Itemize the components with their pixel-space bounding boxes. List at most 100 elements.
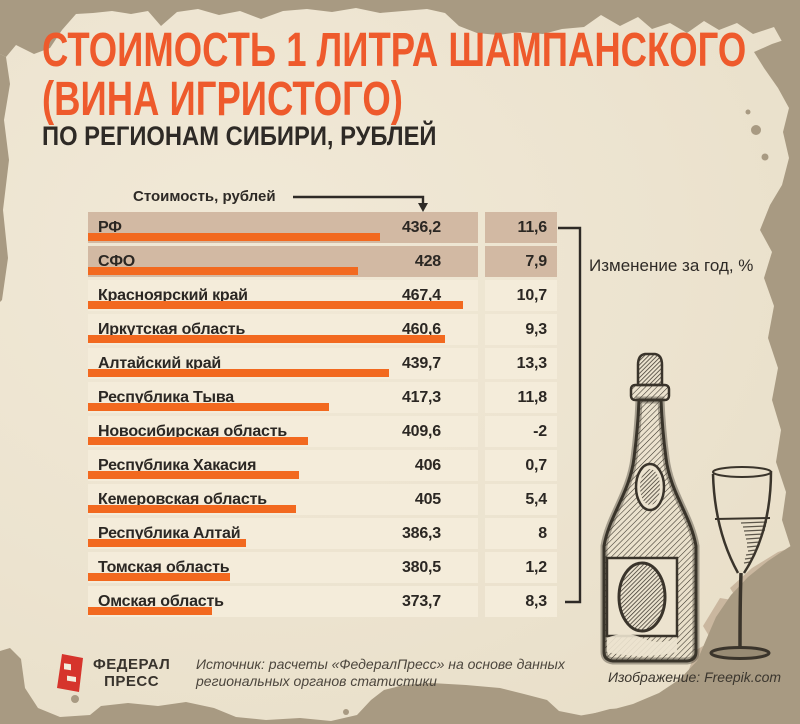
price-bar <box>88 369 389 377</box>
price-value: 436,2 <box>401 218 441 236</box>
price-bar <box>88 267 358 275</box>
table-row: СФО 428 7,9 <box>88 246 557 277</box>
price-cell: Иркутская область 460,6 <box>88 314 478 345</box>
price-cell: РФ 436,2 <box>88 212 478 243</box>
change-value: 1,2 <box>525 558 547 576</box>
price-bar <box>88 573 230 581</box>
region-label: Республика Тыва <box>98 388 235 406</box>
price-value: 428 <box>414 252 441 270</box>
table-row: Новосибирская область 409,6 -2 <box>88 416 557 447</box>
region-label: РФ <box>98 218 122 236</box>
price-value: 380,5 <box>401 558 441 576</box>
price-bar <box>88 301 463 309</box>
price-bar <box>88 437 308 445</box>
region-label: Кемеровская область <box>98 490 267 508</box>
price-cell: Республика Тыва 417,3 <box>88 382 478 413</box>
price-cell: Республика Хакасия 406 <box>88 450 478 481</box>
table-row: Иркутская область 460,6 9,3 <box>88 314 557 345</box>
change-cell: 7,9 <box>485 246 557 277</box>
price-cell: СФО 428 <box>88 246 478 277</box>
champagne-bottle-icon <box>600 352 700 665</box>
change-cell: -2 <box>485 416 557 447</box>
table-row: Омская область 373,7 8,3 <box>88 586 557 617</box>
price-axis-label: Стоимость, рублей <box>133 188 276 205</box>
region-label: СФО <box>98 252 136 270</box>
price-bar <box>88 403 329 411</box>
price-cell: Новосибирская область 409,6 <box>88 416 478 447</box>
region-label: Томская область <box>98 558 230 576</box>
price-bar <box>88 607 212 615</box>
change-value: 7,9 <box>525 252 547 270</box>
price-value: 405 <box>414 490 441 508</box>
change-value: 13,3 <box>516 354 548 372</box>
federalpress-logo: ФЕДЕРАЛ ПРЕСС <box>55 652 170 694</box>
logo-line2: ПРЕСС <box>104 673 160 690</box>
price-cell: Красноярский край 467,4 <box>88 280 478 311</box>
price-cell: Кемеровская область 405 <box>88 484 478 515</box>
source-line1: Источник: расчеты «ФедералПресс» на осно… <box>196 656 565 672</box>
page-title: СТОИМОСТЬ 1 ЛИТРА ШАМПАНСКОГО (ВИНА ИГРИ… <box>42 26 800 124</box>
region-label: Иркутская область <box>98 320 246 338</box>
price-value: 467,4 <box>401 286 441 304</box>
region-label: Омская область <box>98 592 224 610</box>
region-label: Республика Алтай <box>98 524 241 542</box>
price-value: 409,6 <box>401 422 441 440</box>
price-bar <box>88 233 380 241</box>
change-cell: 9,3 <box>485 314 557 345</box>
change-cell: 11,6 <box>485 212 557 243</box>
price-value: 406 <box>414 456 441 474</box>
change-value: 5,4 <box>525 490 547 508</box>
change-cell: 1,2 <box>485 552 557 583</box>
table-row: Томская область 380,5 1,2 <box>88 552 557 583</box>
change-value: 8 <box>538 524 547 542</box>
change-bracket-icon <box>558 226 582 604</box>
table-row: Кемеровская область 405 5,4 <box>88 484 557 515</box>
price-value: 386,3 <box>401 524 441 542</box>
table-row: Республика Хакасия 406 0,7 <box>88 450 557 481</box>
price-value: 460,6 <box>401 320 441 338</box>
change-cell: 5,4 <box>485 484 557 515</box>
change-value: -2 <box>533 422 547 440</box>
price-bar <box>88 471 299 479</box>
price-value: 439,7 <box>401 354 441 372</box>
price-value: 373,7 <box>401 592 441 610</box>
champagne-bottle-illustration <box>600 352 773 665</box>
table-row: Республика Алтай 386,3 8 <box>88 518 557 549</box>
table-row: Красноярский край 467,4 10,7 <box>88 280 557 311</box>
table-row: Республика Тыва 417,3 11,8 <box>88 382 557 413</box>
source-note: Источник: расчеты «ФедералПресс» на осно… <box>196 656 565 690</box>
change-value: 11,6 <box>517 218 548 236</box>
price-arrow-icon <box>293 195 428 212</box>
price-cell: Омская область 373,7 <box>88 586 478 617</box>
change-value: 0,7 <box>525 456 547 474</box>
champagne-glass-icon <box>709 466 773 660</box>
region-label: Красноярский край <box>98 286 248 304</box>
region-label: Новосибирская область <box>98 422 288 440</box>
change-cell: 8 <box>485 518 557 549</box>
price-bar <box>88 335 445 343</box>
federalpress-logo-icon <box>57 654 83 692</box>
change-cell: 11,8 <box>485 382 557 413</box>
logo-line1: ФЕДЕРАЛ <box>93 656 171 673</box>
change-axis-label: Изменение за год, % <box>589 256 754 275</box>
source-line2: региональных органов статистики <box>196 673 437 689</box>
change-value: 9,3 <box>525 320 547 338</box>
change-value: 11,8 <box>517 388 548 406</box>
region-label: Республика Хакасия <box>98 456 257 474</box>
change-cell: 13,3 <box>485 348 557 379</box>
change-cell: 10,7 <box>485 280 557 311</box>
page-title-line1: СТОИМОСТЬ 1 ЛИТРА ШАМПАНСКОГО <box>42 24 747 77</box>
page-title-line2: (ВИНА ИГРИСТОГО) <box>42 73 403 126</box>
price-cell: Томская область 380,5 <box>88 552 478 583</box>
image-credit: Изображение: Freepik.com <box>608 669 782 685</box>
price-cell: Алтайский край 439,7 <box>88 348 478 379</box>
region-label: Алтайский край <box>98 354 222 372</box>
price-table: РФ 436,2 11,6 СФО 428 7,9 Красноярский к… <box>88 212 557 620</box>
price-bar <box>88 539 246 547</box>
table-row: Алтайский край 439,7 13,3 <box>88 348 557 379</box>
change-cell: 0,7 <box>485 450 557 481</box>
change-cell: 8,3 <box>485 586 557 617</box>
price-bar <box>88 505 296 513</box>
price-value: 417,3 <box>401 388 441 406</box>
